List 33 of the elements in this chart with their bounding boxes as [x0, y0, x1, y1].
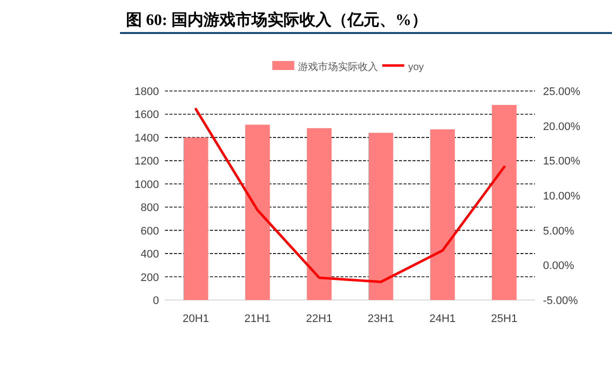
y-tick-label: 1200 [134, 156, 159, 168]
y-tick-label: 600 [140, 225, 159, 238]
bar [184, 137, 208, 300]
legend-label: 游戏市场实际收入 [298, 61, 378, 73]
chart-title: 图 60: 国内游戏市场实际收入（亿元、%） [126, 11, 428, 29]
y-tick-label: 1800 [134, 86, 159, 98]
x-tick-label: 24H1 [429, 313, 456, 325]
y2-tick-label: 5.00% [543, 225, 574, 238]
legend-label: yoy [408, 62, 424, 73]
y2-tick-label: 20.00% [543, 120, 581, 133]
y2-tick-label: 0.00% [543, 260, 574, 272]
line-series [194, 108, 506, 284]
y-tick-label: 400 [140, 248, 159, 261]
x-tick-label: 21H1 [244, 313, 271, 325]
bar [368, 132, 394, 300]
bar [430, 129, 455, 300]
y2-tick-label: 15.00% [543, 156, 581, 168]
bar [306, 128, 332, 300]
x-tick-label: 22H1 [306, 313, 332, 325]
y-tick-label: 1400 [134, 132, 159, 144]
y-tick-label: 800 [140, 202, 159, 214]
x-tick-label: 23H1 [368, 313, 394, 325]
bar [245, 124, 270, 300]
y2-tick-label: 10.00% [543, 190, 581, 202]
y-tick-label: 1600 [134, 109, 159, 122]
bar [492, 104, 516, 300]
y-tick-label: 200 [140, 272, 159, 284]
x-tick-label: 20H1 [182, 313, 209, 325]
x-tick-label: 25H1 [491, 313, 518, 325]
y-tick-label: 1000 [134, 178, 159, 191]
y2-tick-label: 25.00% [543, 86, 581, 98]
y-tick-label: 0 [152, 295, 159, 307]
y2-tick-label: -5.00% [543, 295, 578, 307]
